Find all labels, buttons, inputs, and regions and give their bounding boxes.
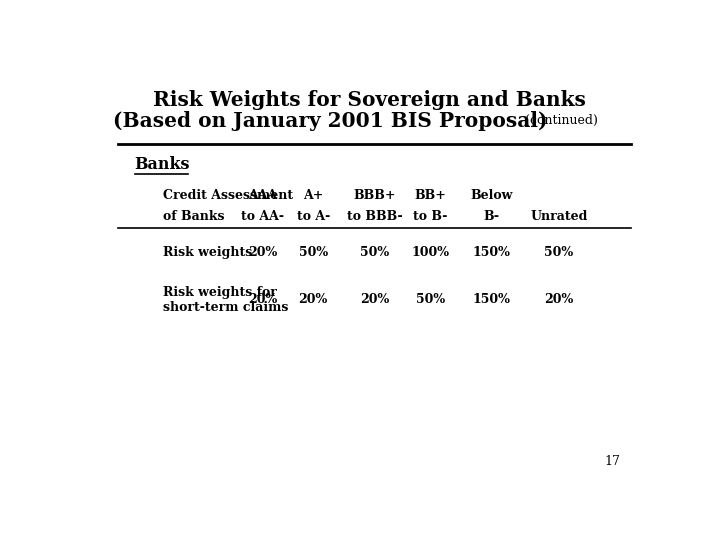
Text: of Banks: of Banks: [163, 210, 224, 223]
Text: to B-: to B-: [413, 210, 448, 223]
Text: 20%: 20%: [360, 293, 390, 306]
Text: Risk weights: Risk weights: [163, 246, 252, 259]
Text: Unrated: Unrated: [530, 210, 588, 223]
Text: Risk weights for
short-term claims: Risk weights for short-term claims: [163, 286, 288, 314]
Text: BBB+: BBB+: [354, 190, 396, 202]
Text: B-: B-: [484, 210, 500, 223]
Text: 20%: 20%: [299, 293, 328, 306]
Text: (Based on January 2001 BIS Proposal): (Based on January 2001 BIS Proposal): [113, 111, 547, 131]
Text: AAA: AAA: [248, 190, 278, 202]
Text: (continued): (continued): [525, 114, 598, 127]
Text: 150%: 150%: [473, 246, 510, 259]
Text: to A-: to A-: [297, 210, 330, 223]
Text: 17: 17: [604, 455, 620, 468]
Text: A+: A+: [303, 190, 323, 202]
Text: to AA-: to AA-: [241, 210, 284, 223]
Text: 50%: 50%: [299, 246, 328, 259]
Text: 20%: 20%: [544, 293, 573, 306]
Text: to BBB-: to BBB-: [347, 210, 402, 223]
Text: BB+: BB+: [415, 190, 446, 202]
Text: 150%: 150%: [473, 293, 510, 306]
Text: 100%: 100%: [411, 246, 449, 259]
Text: 50%: 50%: [416, 293, 445, 306]
Text: Risk Weights for Sovereign and Banks: Risk Weights for Sovereign and Banks: [153, 90, 585, 110]
Text: Banks: Banks: [135, 156, 190, 173]
Text: 50%: 50%: [360, 246, 389, 259]
Text: 20%: 20%: [248, 293, 278, 306]
Text: Credit Assessment: Credit Assessment: [163, 190, 292, 202]
Text: Below: Below: [471, 190, 513, 202]
Text: 50%: 50%: [544, 246, 573, 259]
Text: 20%: 20%: [248, 246, 278, 259]
